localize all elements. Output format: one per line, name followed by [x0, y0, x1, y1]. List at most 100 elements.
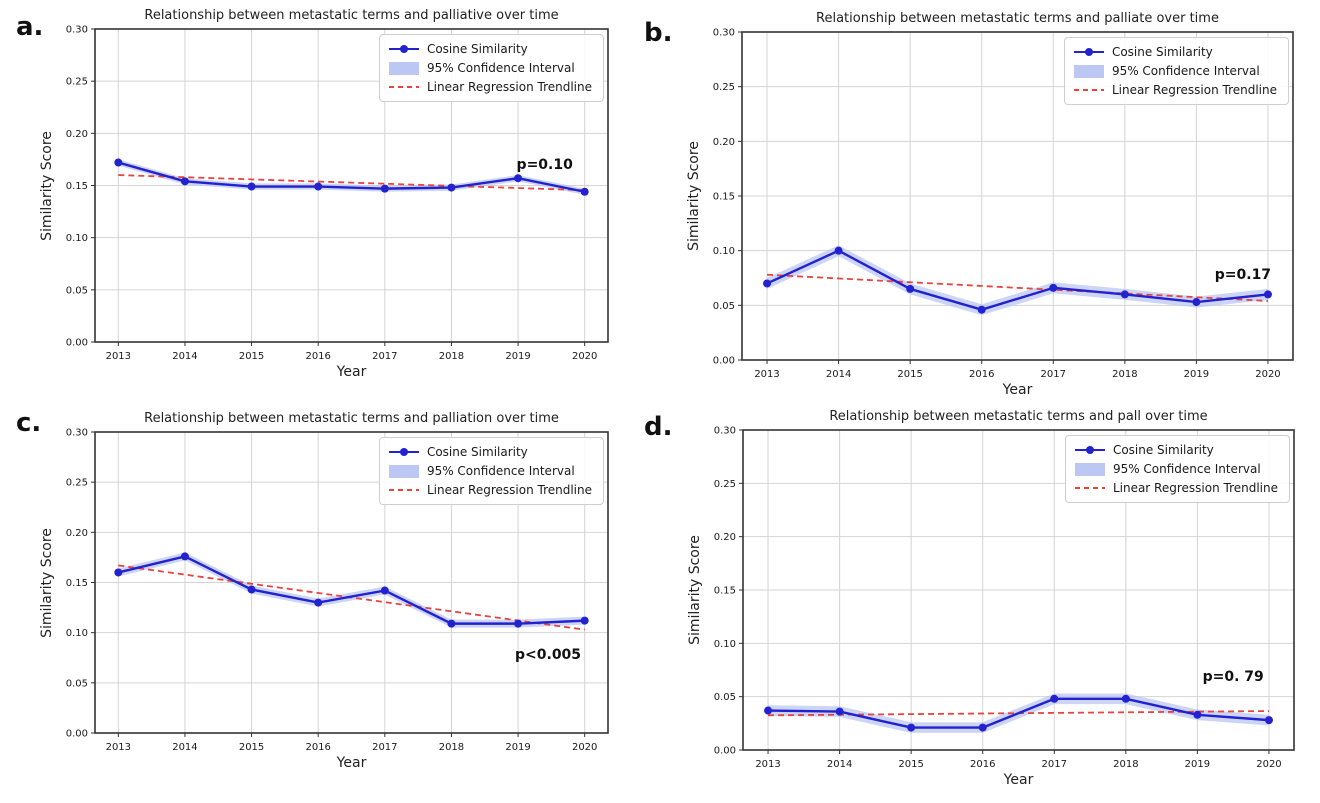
svg-text:2013: 2013 — [106, 351, 131, 362]
svg-text:0.20: 0.20 — [66, 129, 88, 140]
marker-dot-icon — [399, 448, 408, 456]
svg-text:0.05: 0.05 — [66, 285, 88, 296]
x-axis-label: Year — [1002, 382, 1033, 398]
ci-patch-swatch-icon — [388, 464, 419, 478]
legend-item-confidence-interval: 95% Confidence Interval — [1073, 64, 1277, 78]
svg-text:0.20: 0.20 — [66, 528, 88, 539]
svg-text:0.05: 0.05 — [713, 301, 735, 312]
ci-patch-swatch-icon — [1074, 462, 1105, 476]
svg-text:0.30: 0.30 — [66, 25, 88, 36]
svg-text:2019: 2019 — [1185, 759, 1210, 770]
svg-text:0.20: 0.20 — [714, 532, 736, 543]
legend-item-trendline: Linear Regression Trendline — [388, 483, 592, 497]
legend-label: 95% Confidence Interval — [426, 61, 575, 75]
chart-title: Relationship between metastatic terms an… — [144, 411, 559, 426]
svg-text:0.10: 0.10 — [66, 233, 88, 244]
svg-text:0.25: 0.25 — [66, 77, 88, 88]
p-value-annotation: p=0. 79 — [1202, 669, 1264, 686]
legend-label: Cosine Similarity — [1111, 45, 1213, 59]
x-axis-label: Year — [1003, 772, 1034, 788]
svg-text:2020: 2020 — [1256, 759, 1281, 770]
svg-text:2015: 2015 — [239, 742, 264, 753]
svg-text:2016: 2016 — [970, 759, 995, 770]
legend: Cosine Similarity 95% Confidence Interva… — [1063, 37, 1289, 105]
legend-label: Cosine Similarity — [426, 42, 528, 56]
svg-text:2020: 2020 — [1255, 369, 1280, 380]
marker-dot-icon — [1084, 48, 1093, 56]
svg-text:2014: 2014 — [826, 369, 851, 380]
svg-text:2015: 2015 — [239, 351, 264, 362]
chart-title: Relationship between metastatic terms an… — [144, 8, 559, 23]
p-value-annotation: p=0.17 — [1214, 266, 1272, 283]
svg-text:0.10: 0.10 — [713, 246, 735, 257]
svg-text:0.00: 0.00 — [66, 338, 88, 349]
svg-text:0.25: 0.25 — [66, 478, 88, 489]
svg-text:2015: 2015 — [897, 369, 922, 380]
dashed-line-swatch-icon — [388, 483, 419, 497]
dashed-line-swatch-icon — [1073, 83, 1104, 97]
legend-item-confidence-interval: 95% Confidence Interval — [1074, 462, 1278, 476]
legend-label: 95% Confidence Interval — [1112, 462, 1261, 476]
legend-item-cosine-similarity: Cosine Similarity — [388, 42, 592, 56]
panel-d: 2013 2014 2015 2016 2017 2018 2019 2020 0.00 0.05… — [640, 400, 1320, 803]
legend-label: 95% Confidence Interval — [426, 464, 575, 478]
chart-title: Relationship between metastatic terms an… — [829, 409, 1208, 424]
dashed-line-swatch-icon — [1074, 481, 1105, 495]
y-axis-label: Similarity Score — [39, 130, 55, 241]
svg-text:2019: 2019 — [1184, 369, 1209, 380]
panel-c: 2013 2014 2015 2016 2017 2018 2019 2020 0.00 0.05… — [0, 400, 640, 803]
legend-item-cosine-similarity: Cosine Similarity — [388, 445, 592, 459]
svg-text:2019: 2019 — [505, 742, 530, 753]
svg-text:0.20: 0.20 — [713, 137, 735, 148]
svg-text:2018: 2018 — [439, 351, 464, 362]
ci-patch-swatch-icon — [1073, 64, 1104, 78]
chart-title: Relationship between metastatic terms an… — [816, 11, 1219, 26]
x-axis-label: Year — [336, 755, 367, 771]
svg-text:2014: 2014 — [172, 742, 197, 753]
legend-item-trendline: Linear Regression Trendline — [1074, 481, 1278, 495]
svg-text:0.15: 0.15 — [713, 192, 735, 203]
svg-text:0.25: 0.25 — [713, 82, 735, 93]
legend-item-trendline: Linear Regression Trendline — [1073, 83, 1277, 97]
svg-text:2013: 2013 — [106, 742, 131, 753]
svg-text:0.30: 0.30 — [66, 428, 88, 439]
chart-canvas-c: 2013 2014 2015 2016 2017 2018 2019 2020 0.00 0.05… — [66, 428, 609, 753]
svg-text:2017: 2017 — [1041, 369, 1066, 380]
line-marker-swatch-icon — [1074, 443, 1105, 457]
x-axis-label: Year — [336, 364, 367, 380]
svg-text:0.30: 0.30 — [714, 426, 736, 437]
line-marker-swatch-icon — [388, 42, 419, 56]
svg-text:0.15: 0.15 — [66, 578, 88, 589]
y-axis-label: Similarity Score — [686, 141, 702, 251]
svg-text:2016: 2016 — [969, 369, 994, 380]
line-marker-swatch-icon — [1073, 45, 1104, 59]
svg-text:0.15: 0.15 — [714, 586, 736, 597]
y-axis-label: Similarity Score — [687, 535, 703, 645]
legend-label: Cosine Similarity — [426, 445, 528, 459]
svg-text:2014: 2014 — [172, 351, 197, 362]
legend-label: Linear Regression Trendline — [426, 80, 592, 94]
legend: Cosine Similarity 95% Confidence Interva… — [378, 34, 604, 102]
svg-text:0.05: 0.05 — [66, 678, 88, 689]
svg-text:0.30: 0.30 — [713, 28, 735, 39]
legend-label: Linear Regression Trendline — [1112, 481, 1278, 495]
line-marker-swatch-icon — [388, 445, 419, 459]
svg-text:2017: 2017 — [1042, 759, 1067, 770]
p-value-annotation: p=0.10 — [516, 156, 573, 173]
marker-dot-icon — [399, 45, 408, 53]
y-axis-label: Similarity Score — [39, 527, 55, 638]
svg-text:0.00: 0.00 — [66, 729, 88, 740]
svg-text:2017: 2017 — [372, 351, 397, 362]
legend-label: Linear Regression Trendline — [426, 483, 592, 497]
legend-label: Linear Regression Trendline — [1111, 83, 1277, 97]
ci-patch-swatch-icon — [388, 61, 419, 75]
chart-canvas-b: 2013 2014 2015 2016 2017 2018 2019 2020 0.00 0.05… — [713, 28, 1294, 380]
legend-item-confidence-interval: 95% Confidence Interval — [388, 61, 592, 75]
legend: Cosine Similarity 95% Confidence Interva… — [378, 437, 604, 505]
legend-label: 95% Confidence Interval — [1111, 64, 1260, 78]
legend-item-confidence-interval: 95% Confidence Interval — [388, 464, 592, 478]
svg-text:2020: 2020 — [572, 351, 597, 362]
svg-text:2019: 2019 — [505, 351, 530, 362]
svg-text:2017: 2017 — [372, 742, 397, 753]
